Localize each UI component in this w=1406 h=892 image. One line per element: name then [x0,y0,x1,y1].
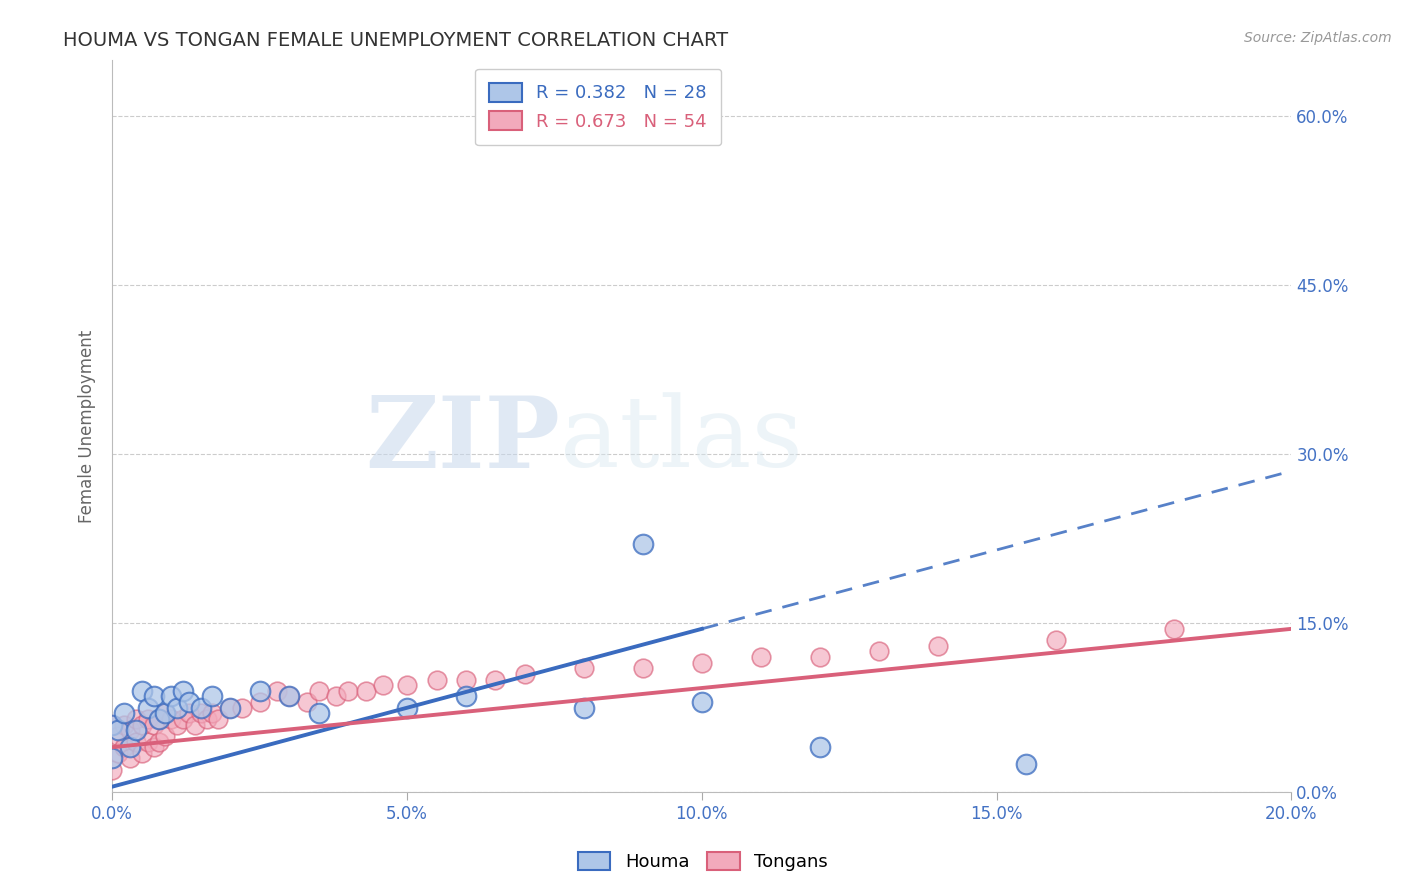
Text: HOUMA VS TONGAN FEMALE UNEMPLOYMENT CORRELATION CHART: HOUMA VS TONGAN FEMALE UNEMPLOYMENT CORR… [63,31,728,50]
Point [308,683,330,698]
Point [454,690,477,704]
Point [1045,633,1067,648]
Point [308,706,330,721]
Point [201,690,224,704]
Point [249,683,271,698]
Point [125,712,148,726]
Point [278,690,301,704]
Point [808,650,831,665]
Point [325,690,347,704]
Legend: Houma, Tongans: Houma, Tongans [571,845,835,879]
Point [136,734,159,748]
Point [425,673,447,687]
Point [219,700,242,714]
Point [166,717,188,731]
Point [125,723,148,738]
Point [927,639,949,653]
Point [868,644,890,658]
Text: atlas: atlas [561,392,803,489]
Point [101,751,124,765]
Point [749,650,772,665]
Point [219,700,242,714]
Text: Source: ZipAtlas.com: Source: ZipAtlas.com [1244,31,1392,45]
Point [118,751,141,765]
Point [808,740,831,755]
Point [101,717,124,731]
Point [148,712,170,726]
Point [142,690,165,704]
Point [572,700,595,714]
Point [373,678,395,692]
Point [396,700,419,714]
Point [201,706,224,721]
Point [195,712,218,726]
Point [148,734,170,748]
Point [101,717,124,731]
Point [160,712,183,726]
Point [190,706,212,721]
Point [1015,757,1038,772]
Point [136,712,159,726]
Text: ZIP: ZIP [366,392,561,489]
Point [207,712,229,726]
Point [107,746,129,760]
Point [142,740,165,755]
Point [166,700,188,714]
Point [572,661,595,675]
Y-axis label: Female Unemployment: Female Unemployment [79,329,96,523]
Point [484,673,506,687]
Point [131,717,153,731]
Point [131,746,153,760]
Point [107,723,129,738]
Point [112,740,135,755]
Point [190,700,212,714]
Point [690,656,713,670]
Point [184,717,207,731]
Point [513,667,536,681]
Point [690,695,713,709]
Point [631,661,654,675]
Point [112,706,135,721]
Point [295,695,318,709]
Point [172,683,194,698]
Point [155,706,177,721]
Point [1163,622,1185,636]
Point [249,695,271,709]
Point [148,712,170,726]
Point [125,734,148,748]
Point [107,729,129,743]
Point [155,729,177,743]
Point [155,706,177,721]
Point [142,717,165,731]
Point [160,690,183,704]
Point [101,763,124,777]
Point [118,723,141,738]
Point [231,700,253,714]
Point [337,683,360,698]
Point [354,683,377,698]
Point [131,683,153,698]
Point [177,695,200,709]
Point [278,690,301,704]
Point [454,673,477,687]
Point [177,706,200,721]
Point [172,712,194,726]
Point [136,700,159,714]
Point [112,717,135,731]
Legend: R = 0.382   N = 28, R = 0.673   N = 54: R = 0.382 N = 28, R = 0.673 N = 54 [475,69,721,145]
Point [396,678,419,692]
Point [266,683,288,698]
Point [118,740,141,755]
Point [631,537,654,551]
